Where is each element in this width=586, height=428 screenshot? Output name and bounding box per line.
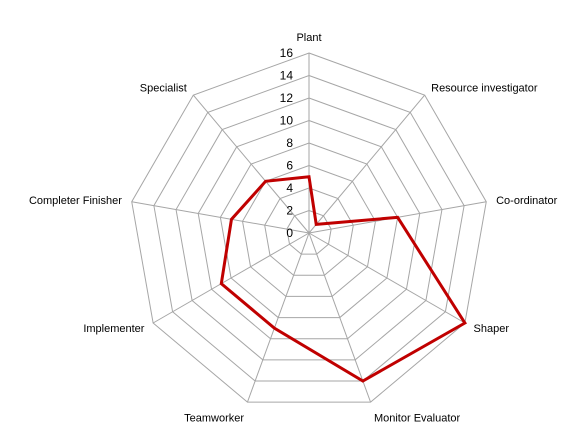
grid-ring (197, 119, 421, 340)
radial-tick-labels: 0 2 4 6 8 10 12 14 16 (280, 46, 294, 240)
radial-tick-label: 10 (280, 114, 294, 128)
grid-ring (264, 187, 354, 276)
category-label: Plant (296, 32, 321, 44)
grid-spoke (308, 232, 466, 324)
radial-tick-label: 16 (280, 46, 294, 60)
grid-ring (131, 52, 487, 403)
grid-spoke (246, 232, 310, 403)
grid-spoke (152, 232, 310, 324)
grid-layer (131, 52, 487, 403)
radial-tick-label: 12 (280, 91, 294, 105)
grid-spoke (308, 232, 372, 403)
category-label: Co-ordinator (496, 195, 557, 207)
category-label: Teamworker (184, 413, 244, 425)
radial-tick-label: 6 (286, 159, 293, 173)
grid-spoke (131, 201, 310, 234)
radial-tick-label: 0 (286, 226, 293, 240)
grid-ring (219, 142, 399, 319)
series-layer (219, 175, 467, 383)
radial-tick-label: 4 (286, 181, 293, 195)
category-label: Specialist (140, 82, 187, 94)
category-label: Completer Finisher (29, 195, 122, 207)
category-labels: Plant Resource investigator Co-ordinator Sh… (29, 32, 558, 425)
grid-spoke (308, 94, 426, 234)
grid-ring (153, 74, 465, 382)
spoke-layer (131, 53, 487, 403)
category-label: Resource investigator (431, 82, 538, 94)
grid-spoke (192, 94, 310, 234)
series-line (219, 175, 467, 383)
category-label: Implementer (83, 323, 144, 335)
grid-ring (242, 164, 376, 297)
category-label: Shaper (474, 323, 510, 335)
category-label: Monitor Evaluator (374, 413, 461, 425)
grid-ring (175, 97, 443, 361)
radial-tick-label: 2 (286, 204, 293, 218)
radial-tick-label: 8 (286, 136, 293, 150)
radial-tick-label: 14 (280, 69, 294, 83)
